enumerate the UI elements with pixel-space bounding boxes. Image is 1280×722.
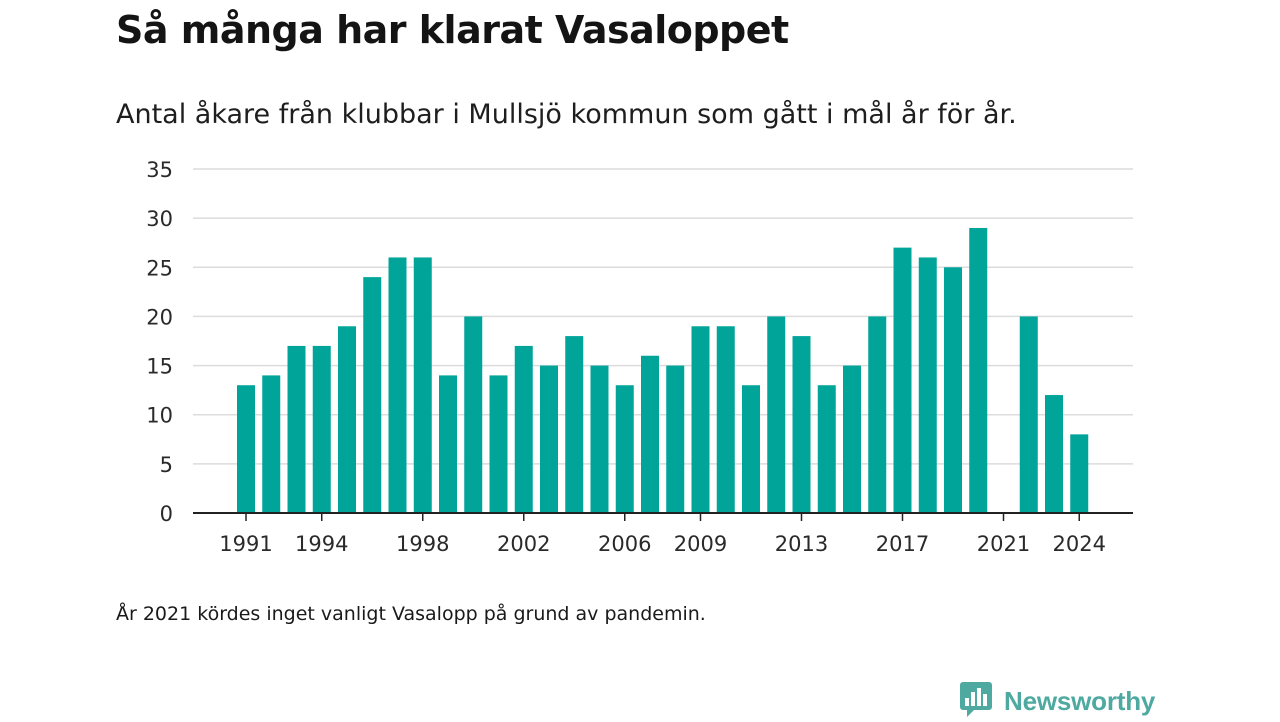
- bar-chart: 0 5 10 15 20 25 30 35 1991 1994 1998 2002 2006 2009 2…: [146, 158, 1133, 556]
- bar-2004: [565, 336, 584, 513]
- bar-2001: [489, 375, 508, 513]
- brand-name: Newsworthy: [1004, 685, 1156, 716]
- y-tick-label: 30: [146, 207, 173, 231]
- bar-2011: [742, 385, 760, 513]
- bar-1995: [338, 326, 356, 513]
- bar-1999: [439, 375, 457, 513]
- y-tick-label: 25: [146, 256, 173, 280]
- bar-2006: [615, 385, 634, 513]
- x-axis: 1991 1994 1998 2002 2006 2009 2013 2017 2021 2024: [193, 512, 1133, 556]
- y-tick-label: 35: [146, 158, 173, 182]
- bar-2008: [666, 365, 685, 513]
- y-tick-label: 10: [146, 404, 173, 428]
- bar-2005: [590, 365, 609, 513]
- bar-2023: [1045, 395, 1063, 513]
- y-tick-label: 20: [146, 305, 173, 329]
- chart-title: Så många har klarat Vasaloppet: [116, 8, 789, 52]
- x-tick-label: 2002: [497, 532, 550, 556]
- x-tick-label: 1998: [396, 532, 449, 556]
- chart-subtitle: Antal åkare från klubbar i Mullsjö kommu…: [116, 99, 1017, 130]
- brand[interactable]: Newsworthy: [960, 680, 1155, 722]
- bar-2017: [893, 247, 912, 513]
- bar-2010: [716, 326, 735, 513]
- bar-2015: [843, 365, 861, 513]
- x-tick-label: 2021: [977, 532, 1030, 556]
- bar-2022: [1019, 316, 1038, 513]
- x-tick-label: 2009: [674, 532, 727, 556]
- footnote: År 2021 kördes inget vanligt Vasalopp på…: [116, 603, 706, 625]
- bar-1994: [312, 345, 331, 513]
- bar-2024: [1070, 434, 1089, 513]
- y-tick-label: 15: [146, 355, 173, 379]
- bar-2000: [464, 316, 483, 513]
- x-tick-label: 2024: [1053, 532, 1106, 556]
- bar-2007: [641, 355, 659, 513]
- x-tick-label: 2017: [876, 532, 929, 556]
- x-tick-label: 1994: [295, 532, 348, 556]
- y-axis-labels: 0 5 10 15 20 25 30 35: [146, 158, 173, 526]
- x-tick-label: 2013: [775, 532, 828, 556]
- bar-2018: [918, 257, 937, 513]
- y-tick-label: 5: [160, 453, 173, 477]
- bar-1991: [237, 385, 255, 513]
- bar-1998: [413, 257, 432, 513]
- bar-1996: [363, 277, 382, 513]
- bar-2002: [514, 345, 533, 513]
- newsworthy-logo-icon: [960, 680, 992, 722]
- bar-2016: [868, 316, 887, 513]
- bar-2009: [691, 326, 710, 513]
- x-tick-label: 1991: [219, 532, 272, 556]
- x-tick-label: 2006: [598, 532, 651, 556]
- bar-2019: [944, 267, 962, 513]
- bar-1997: [388, 257, 407, 513]
- bar-1992: [262, 375, 281, 513]
- y-tick-label: 0: [160, 502, 173, 526]
- bar-2012: [767, 316, 786, 513]
- bars: [237, 227, 1089, 513]
- bar-2020: [969, 227, 988, 513]
- gridlines: [193, 168, 1133, 465]
- bar-2013: [792, 336, 811, 513]
- bar-2003: [540, 365, 558, 513]
- bar-1993: [287, 345, 306, 513]
- bar-2014: [817, 385, 836, 513]
